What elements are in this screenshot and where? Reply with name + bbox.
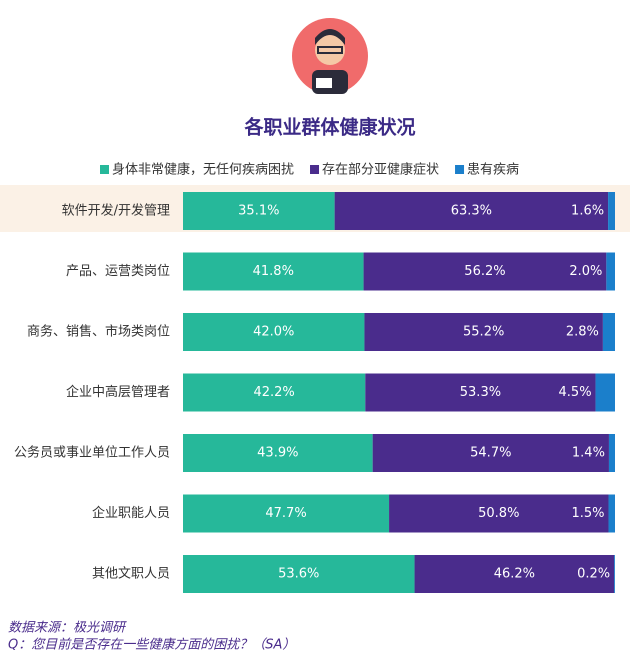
bar-segment (614, 555, 615, 593)
value-label: 41.8% (253, 264, 294, 279)
bar-segment (602, 313, 615, 351)
bar-segment (389, 494, 609, 533)
footnote: 数据来源：极光调研 (8, 621, 127, 636)
value-label: 1.4% (572, 446, 605, 461)
bar-segment (595, 373, 615, 412)
category-label: 其他文职人员 (92, 567, 170, 582)
value-label: 43.9% (257, 446, 298, 461)
bar-segment (183, 494, 390, 533)
value-label: 56.2% (464, 264, 505, 279)
bar-segment (372, 434, 609, 472)
value-label: 53.3% (460, 385, 501, 400)
legend-swatch (455, 165, 465, 174)
value-label: 35.1% (238, 204, 279, 219)
footnote: Q：您目前是否存在一些健康方面的困扰？（SA） (8, 637, 295, 653)
chart-title: 各职业群体健康状况 (243, 116, 415, 139)
value-label: 53.6% (278, 567, 319, 582)
value-label: 50.8% (478, 506, 519, 521)
legend-label: 身体非常健康，无任何疾病困扰 (112, 162, 294, 178)
value-label: 63.3% (451, 204, 492, 219)
value-label: 2.0% (569, 264, 602, 279)
category-label: 企业中高层管理者 (66, 384, 170, 400)
legend-swatch (100, 165, 109, 174)
category-label: 商务、销售、市场类岗位 (27, 324, 170, 340)
bar-segment (183, 373, 366, 412)
bar-segment (364, 313, 603, 351)
bar-segment (363, 252, 607, 291)
value-label: 42.0% (253, 325, 294, 340)
bar-segment (608, 494, 615, 533)
bar-segment (414, 555, 615, 593)
legend: 身体非常健康，无任何疾病困扰 存在部分亚健康症状 患有疾病 (100, 162, 519, 178)
value-label: 42.2% (253, 385, 294, 400)
category-label: 企业职能人员 (92, 505, 170, 521)
category-label: 产品、运营类岗位 (66, 264, 170, 279)
bar-segment (183, 555, 415, 593)
bar-segment (183, 252, 364, 291)
value-label: 1.6% (571, 204, 604, 219)
value-label: 0.2% (577, 567, 610, 582)
bar-segment (334, 192, 609, 230)
icon (292, 18, 368, 94)
bar-segment (183, 434, 373, 472)
bar-segment (365, 373, 596, 412)
category-label: 软件开发/开发管理 (62, 203, 170, 219)
value-label: 1.5% (571, 506, 604, 521)
value-label: 47.7% (265, 506, 306, 521)
bar-segment (608, 192, 615, 230)
bar-segment (606, 252, 615, 291)
value-label: 2.8% (566, 325, 599, 340)
legend-label: 存在部分亚健康症状 (322, 162, 439, 178)
category-label: 公务员或事业单位工作人员 (14, 445, 170, 461)
bar-segment (608, 434, 615, 472)
value-label: 54.7% (470, 446, 511, 461)
value-label: 46.2% (494, 567, 535, 582)
value-label: 4.5% (559, 385, 592, 400)
legend-label: 患有疾病 (467, 163, 519, 178)
bar-segment (183, 192, 335, 230)
value-label: 55.2% (463, 325, 504, 340)
bar-segment (183, 313, 365, 351)
legend-swatch (310, 165, 320, 174)
